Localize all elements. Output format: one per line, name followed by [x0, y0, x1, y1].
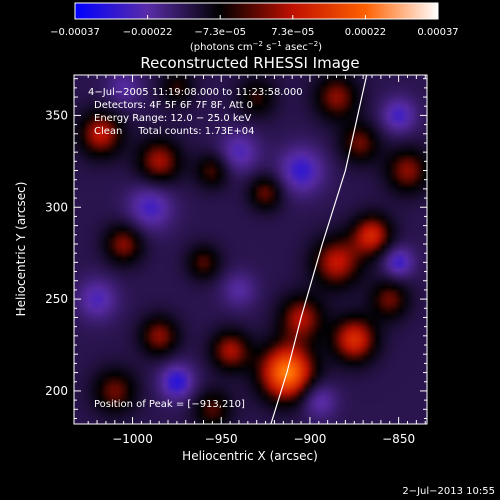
colorbar-tick-label: 7.3e−05	[271, 27, 314, 38]
annotation-method: Clean Total counts: 1.73E+04	[94, 126, 254, 137]
y-axis-ticks: 200 250 300 350	[45, 78, 427, 419]
y-tick-label: 300	[45, 200, 68, 214]
colorbar-tick-labels: −0.00037 −0.00022 −7.3e−05 7.3e−05 0.00022 0.…	[50, 27, 459, 38]
y-tick-label: 200	[45, 384, 68, 398]
colorbar-tick-label: 0.00037	[417, 27, 458, 38]
colorbar-tick-label: −0.00022	[123, 27, 173, 38]
x-tick-label: −900	[293, 432, 326, 446]
y-axis-label: Heliocentric Y (arcsec)	[14, 182, 28, 317]
annotation-time-range: 4−Jul−2005 11:19:08.000 to 11:23:58.000	[88, 87, 303, 98]
colorbar-tick-label: −7.3e−05	[194, 27, 246, 38]
x-axis-ticks: −1000 −950 −900 −850	[87, 75, 426, 446]
colorbar-ticks	[74, 15, 439, 19]
annotation-peak: Position of Peak = [−913,210]	[94, 399, 245, 410]
heatmap-image	[74, 75, 427, 424]
y-tick-label: 250	[45, 292, 68, 306]
annotation-detectors: Detectors: 4F 5F 6F 7F 8F, Att 0	[94, 100, 253, 111]
chart-title: Reconstructed RHESSI Image	[140, 54, 359, 72]
colorbar-units: (photons cm−2 s−1 asec−2)	[190, 40, 322, 53]
x-tick-label: −1000	[112, 432, 153, 446]
footer-date: 2−Jul−2013 10:55	[402, 486, 495, 497]
x-tick-label: −950	[205, 432, 238, 446]
solar-limb-line	[270, 75, 368, 424]
annotation-energy: Energy Range: 12.0 − 25.0 keV	[94, 113, 251, 124]
colorbar-tick-label: 0.00022	[345, 27, 386, 38]
plot-frame	[73, 74, 428, 425]
x-tick-label: −850	[382, 432, 415, 446]
colorbar	[74, 2, 439, 20]
colorbar-tick-label: −0.00037	[50, 27, 100, 38]
x-axis-label: Heliocentric X (arcsec)	[182, 449, 318, 463]
y-tick-label: 350	[45, 108, 68, 122]
